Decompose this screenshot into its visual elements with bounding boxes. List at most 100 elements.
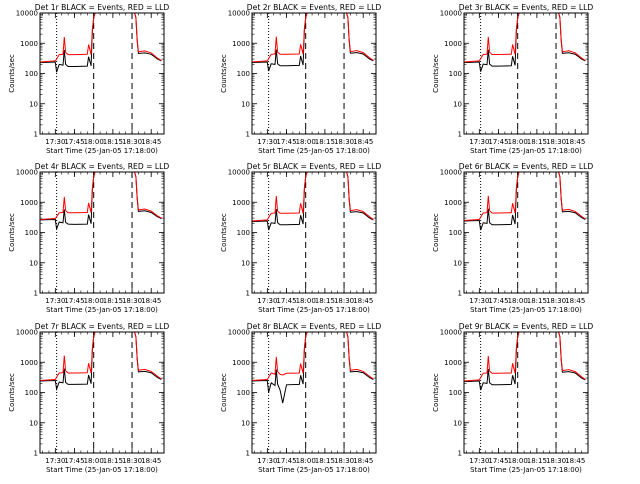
x-tick-label: 18:15 bbox=[315, 138, 335, 146]
y-tick-label: 10000 bbox=[440, 169, 462, 177]
x-axis-label: Start Time (25-Jan-05 17:18:00) bbox=[470, 306, 582, 314]
x-axis-label: Start Time (25-Jan-05 17:18:00) bbox=[258, 147, 370, 155]
chart-title: Det 9r BLACK = Events, RED = LLD bbox=[459, 322, 594, 331]
x-axis-label: Start Time (25-Jan-05 17:18:00) bbox=[470, 147, 582, 155]
y-tick-label: 10000 bbox=[228, 10, 250, 18]
y-tick-label: 1 bbox=[458, 131, 462, 139]
x-tick-label: 18:45 bbox=[565, 457, 585, 465]
y-tick-label: 10000 bbox=[16, 169, 38, 177]
x-tick-label: 18:30 bbox=[546, 297, 566, 305]
plot-frame bbox=[463, 171, 589, 294]
y-tick-label: 10000 bbox=[228, 169, 250, 177]
y-tick-label: 100 bbox=[25, 70, 38, 78]
y-tick-label: 100 bbox=[449, 229, 462, 237]
x-tick-label: 17:45 bbox=[64, 457, 84, 465]
plot-frame bbox=[39, 171, 165, 294]
series-line-lld bbox=[464, 13, 586, 63]
chart-panel: Det 8r BLACK = Events, RED = LLD 1 10 100 10… bbox=[220, 322, 381, 474]
y-tick-label: 1000 bbox=[20, 199, 38, 207]
chart-title: Det 6r BLACK = Events, RED = LLD bbox=[459, 162, 594, 171]
y-axis-label: Counts/sec bbox=[8, 373, 16, 412]
x-tick-label: 18:00 bbox=[508, 297, 528, 305]
x-tick-label: 17:45 bbox=[64, 297, 84, 305]
y-tick-label: 1000 bbox=[232, 40, 250, 48]
x-axis-label: Start Time (25-Jan-05 17:18:00) bbox=[46, 306, 158, 314]
series-line-lld bbox=[252, 13, 374, 63]
x-axis-label: Start Time (25-Jan-05 17:18:00) bbox=[470, 466, 582, 474]
chart-title: Det 8r BLACK = Events, RED = LLD bbox=[247, 322, 382, 331]
series-line-events bbox=[40, 332, 162, 392]
y-tick-label: 100 bbox=[25, 389, 38, 397]
series-line-lld bbox=[464, 172, 586, 221]
x-tick-label: 18:00 bbox=[508, 138, 528, 146]
series-line-lld bbox=[40, 13, 162, 63]
x-tick-label: 18:15 bbox=[527, 297, 547, 305]
series-line-events bbox=[252, 332, 374, 404]
y-tick-label: 100 bbox=[25, 229, 38, 237]
x-tick-label: 17:30 bbox=[469, 297, 489, 305]
x-tick-label: 18:00 bbox=[84, 138, 104, 146]
chart-title: Det 3r BLACK = Events, RED = LLD bbox=[459, 3, 594, 12]
y-tick-label: 10000 bbox=[16, 10, 38, 18]
y-tick-label: 10 bbox=[453, 100, 462, 108]
x-axis-label: Start Time (25-Jan-05 17:18:00) bbox=[258, 466, 370, 474]
y-tick-label: 100 bbox=[449, 389, 462, 397]
series-line-events bbox=[464, 13, 586, 72]
series-line-lld bbox=[40, 172, 162, 220]
x-tick-label: 17:30 bbox=[45, 138, 65, 146]
chart-panel: Det 5r BLACK = Events, RED = LLD 1 10 100 10… bbox=[220, 162, 381, 314]
plot-frame bbox=[463, 12, 589, 135]
chart-title: Det 5r BLACK = Events, RED = LLD bbox=[247, 162, 382, 171]
x-tick-label: 17:30 bbox=[45, 297, 65, 305]
y-tick-label: 10000 bbox=[440, 10, 462, 18]
chart-title: Det 2r BLACK = Events, RED = LLD bbox=[247, 3, 382, 12]
chart-title: Det 1r BLACK = Events, RED = LLD bbox=[35, 3, 170, 12]
x-tick-label: 18:30 bbox=[334, 138, 354, 146]
x-tick-label: 17:45 bbox=[276, 457, 296, 465]
chart-panel: Det 2r BLACK = Events, RED = LLD 1 10 100 10… bbox=[220, 3, 381, 155]
y-tick-label: 10 bbox=[29, 419, 38, 427]
y-tick-label: 1 bbox=[34, 450, 38, 458]
y-axis-label: Counts/sec bbox=[432, 213, 440, 252]
x-tick-label: 18:15 bbox=[103, 457, 123, 465]
x-tick-label: 18:30 bbox=[546, 457, 566, 465]
y-tick-label: 10 bbox=[453, 259, 462, 267]
y-tick-label: 100 bbox=[237, 229, 250, 237]
chart-panel: Det 1r BLACK = Events, RED = LLD 1 10 100 10… bbox=[8, 3, 169, 155]
x-tick-label: 18:00 bbox=[508, 457, 528, 465]
x-tick-label: 18:45 bbox=[353, 138, 373, 146]
x-tick-label: 17:45 bbox=[488, 457, 508, 465]
y-tick-label: 10 bbox=[29, 100, 38, 108]
y-axis-label: Counts/sec bbox=[432, 54, 440, 93]
x-tick-label: 18:00 bbox=[296, 457, 316, 465]
chart-panel: Det 4r BLACK = Events, RED = LLD 1 10 100 10… bbox=[8, 162, 169, 314]
chart-panel: Det 3r BLACK = Events, RED = LLD 1 10 100 10… bbox=[432, 3, 593, 155]
y-tick-label: 100 bbox=[237, 70, 250, 78]
x-tick-label: 18:30 bbox=[122, 138, 142, 146]
plot-frame bbox=[39, 331, 165, 454]
y-tick-label: 10 bbox=[241, 259, 250, 267]
x-tick-label: 17:30 bbox=[257, 457, 277, 465]
x-tick-label: 18:45 bbox=[353, 297, 373, 305]
x-axis-label: Start Time (25-Jan-05 17:18:00) bbox=[46, 147, 158, 155]
x-tick-label: 18:45 bbox=[353, 457, 373, 465]
x-tick-label: 18:30 bbox=[122, 457, 142, 465]
x-tick-label: 18:15 bbox=[103, 138, 123, 146]
chart-panel: Det 7r BLACK = Events, RED = LLD 1 10 100 10… bbox=[8, 322, 169, 474]
x-tick-label: 17:30 bbox=[469, 457, 489, 465]
chart-title: Det 4r BLACK = Events, RED = LLD bbox=[35, 162, 170, 171]
series-line-events bbox=[40, 172, 162, 230]
x-tick-label: 17:30 bbox=[45, 457, 65, 465]
y-tick-label: 1000 bbox=[232, 199, 250, 207]
x-tick-label: 18:15 bbox=[527, 457, 547, 465]
x-tick-label: 18:45 bbox=[141, 457, 161, 465]
y-axis-label: Counts/sec bbox=[8, 54, 16, 93]
y-tick-label: 10000 bbox=[228, 329, 250, 337]
y-tick-label: 100 bbox=[237, 389, 250, 397]
series-line-lld bbox=[464, 332, 586, 382]
plot-frame bbox=[463, 331, 589, 454]
x-tick-label: 17:45 bbox=[276, 297, 296, 305]
x-tick-label: 17:30 bbox=[257, 138, 277, 146]
